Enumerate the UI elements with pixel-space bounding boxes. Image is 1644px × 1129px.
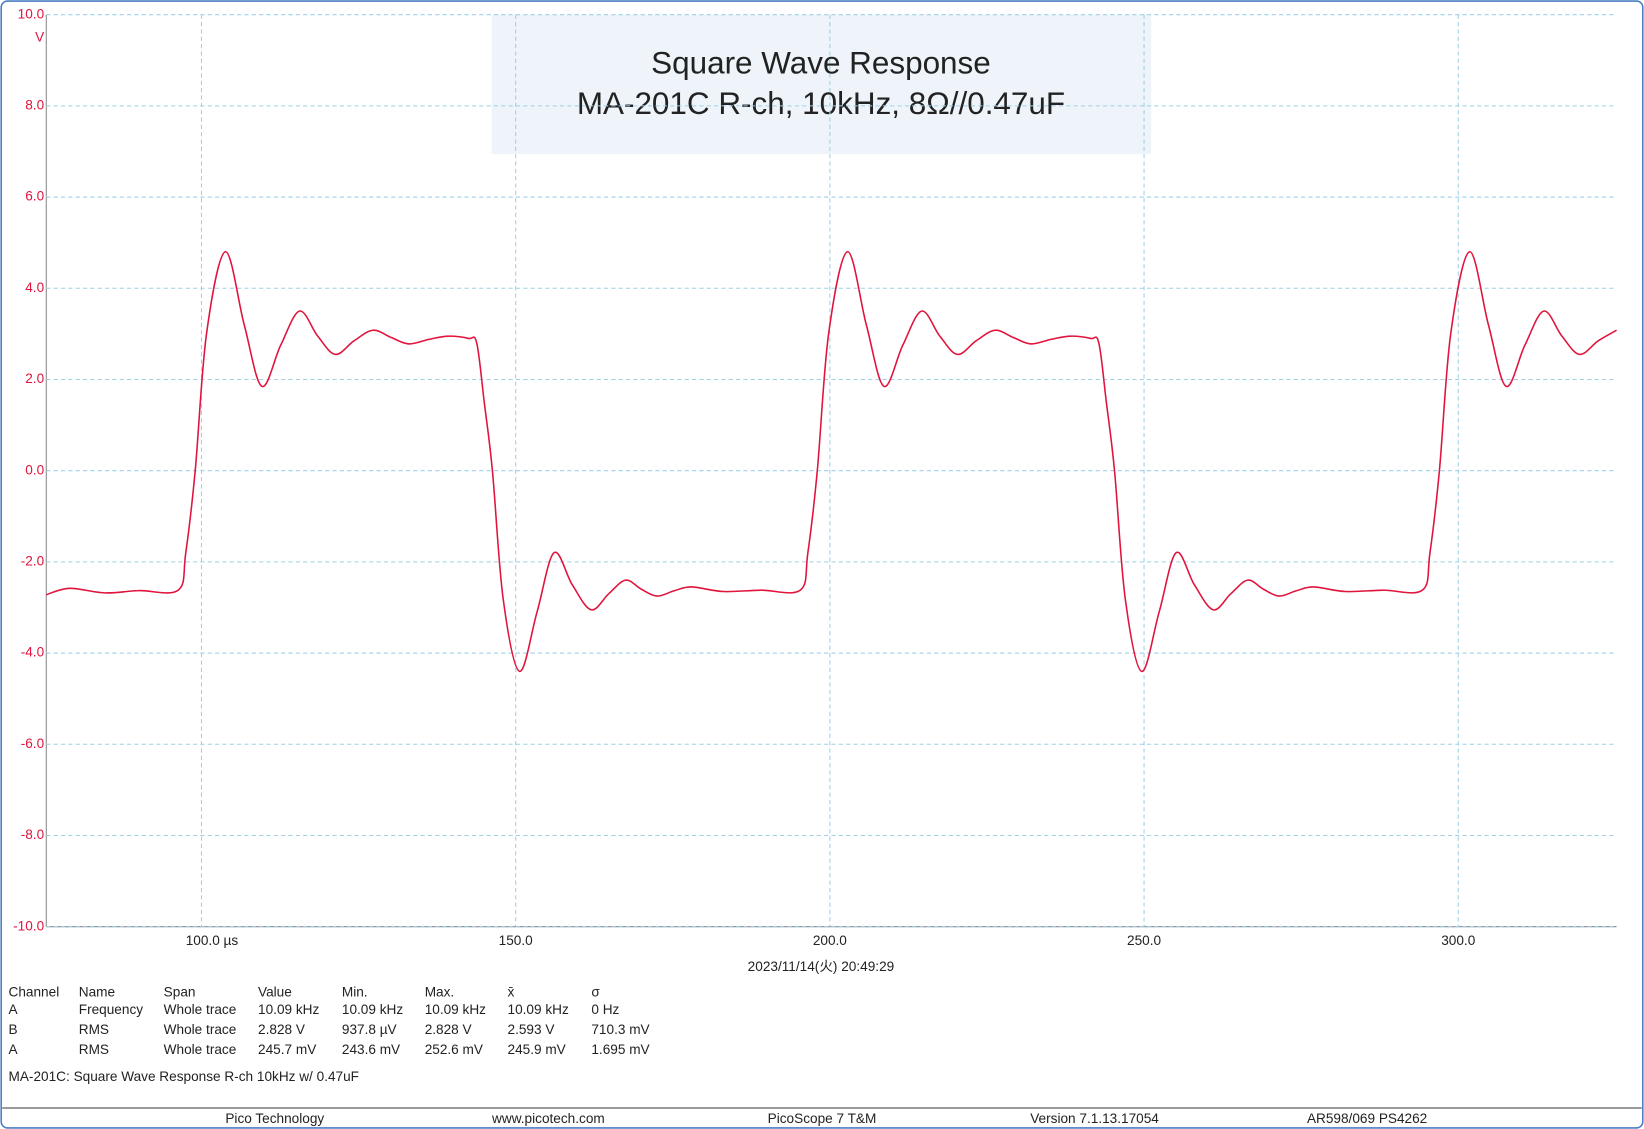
waveform xyxy=(46,251,1617,673)
footer-text: PicoScope 7 T&M xyxy=(768,1111,877,1126)
y-tick-label: -2.0 xyxy=(21,553,45,568)
table-header: Span xyxy=(164,984,196,999)
x-tick-label: 200.0 xyxy=(813,933,847,948)
table-header: Channel xyxy=(9,984,60,999)
x-tick-label: 150.0 xyxy=(499,933,533,948)
table-cell: A xyxy=(9,1002,19,1017)
x-tick-label: 300.0 xyxy=(1441,933,1475,948)
table-header: Value xyxy=(258,984,292,999)
timestamp: 2023/11/14(火) 20:49:29 xyxy=(748,959,895,974)
table-cell: 252.6 mV xyxy=(425,1042,484,1057)
table-cell: 245.7 mV xyxy=(258,1042,317,1057)
table-cell: Whole trace xyxy=(164,1002,237,1017)
table-cell: RMS xyxy=(79,1022,109,1037)
table-header: Name xyxy=(79,984,115,999)
table-cell: A xyxy=(9,1042,19,1057)
table-cell: 10.09 kHz xyxy=(425,1002,486,1017)
y-tick-label: -6.0 xyxy=(21,736,45,751)
table-header: Min. xyxy=(342,984,368,999)
table-cell: 1.695 mV xyxy=(591,1042,650,1057)
table-cell: 2.828 V xyxy=(425,1022,473,1037)
y-tick-label: 4.0 xyxy=(25,280,44,295)
footer-text: Pico Technology xyxy=(225,1111,324,1126)
table-header: σ xyxy=(591,984,600,999)
chart-title: Square Wave Response xyxy=(651,45,991,80)
x-tick-label: 250.0 xyxy=(1127,933,1161,948)
y-tick-label: -10.0 xyxy=(13,918,44,933)
title-box xyxy=(491,14,1152,155)
footer-text: www.picotech.com xyxy=(491,1111,605,1126)
y-unit: V xyxy=(35,29,45,44)
y-tick-label: -8.0 xyxy=(21,827,45,842)
table-cell: 10.09 kHz xyxy=(342,1002,403,1017)
table-cell: 710.3 mV xyxy=(591,1022,650,1037)
y-tick-label: 2.0 xyxy=(25,371,44,386)
footer-text: Version 7.1.13.17054 xyxy=(1030,1111,1159,1126)
y-tick-label: -4.0 xyxy=(21,645,45,660)
footer-text: AR598/069 PS4262 xyxy=(1307,1111,1427,1126)
table-cell: B xyxy=(9,1022,18,1037)
chart-subtitle: MA-201C R-ch, 10kHz, 8Ω//0.47uF xyxy=(577,86,1065,121)
y-tick-label: 8.0 xyxy=(25,97,44,112)
y-tick-label: 10.0 xyxy=(18,6,45,21)
table-cell: 10.09 kHz xyxy=(258,1002,319,1017)
table-cell: 0 Hz xyxy=(591,1002,619,1017)
table-cell: 2.593 V xyxy=(508,1022,556,1037)
table-cell: 10.09 kHz xyxy=(508,1002,569,1017)
table-cell: Whole trace xyxy=(164,1022,237,1037)
x-tick-label: 100.0 µs xyxy=(186,933,239,948)
table-header: x̄ xyxy=(508,984,515,999)
table-cell: Whole trace xyxy=(164,1042,237,1057)
table-cell: 245.9 mV xyxy=(508,1042,567,1057)
y-tick-label: 0.0 xyxy=(25,462,44,477)
table-cell: RMS xyxy=(79,1042,109,1057)
note: MA-201C: Square Wave Response R-ch 10kHz… xyxy=(9,1069,359,1084)
table-header: Max. xyxy=(425,984,455,999)
y-tick-label: 6.0 xyxy=(25,189,44,204)
table-cell: 2.828 V xyxy=(258,1022,306,1037)
table-cell: 937.8 µV xyxy=(342,1022,398,1037)
table-cell: Frequency xyxy=(79,1002,143,1017)
table-cell: 243.6 mV xyxy=(342,1042,401,1057)
